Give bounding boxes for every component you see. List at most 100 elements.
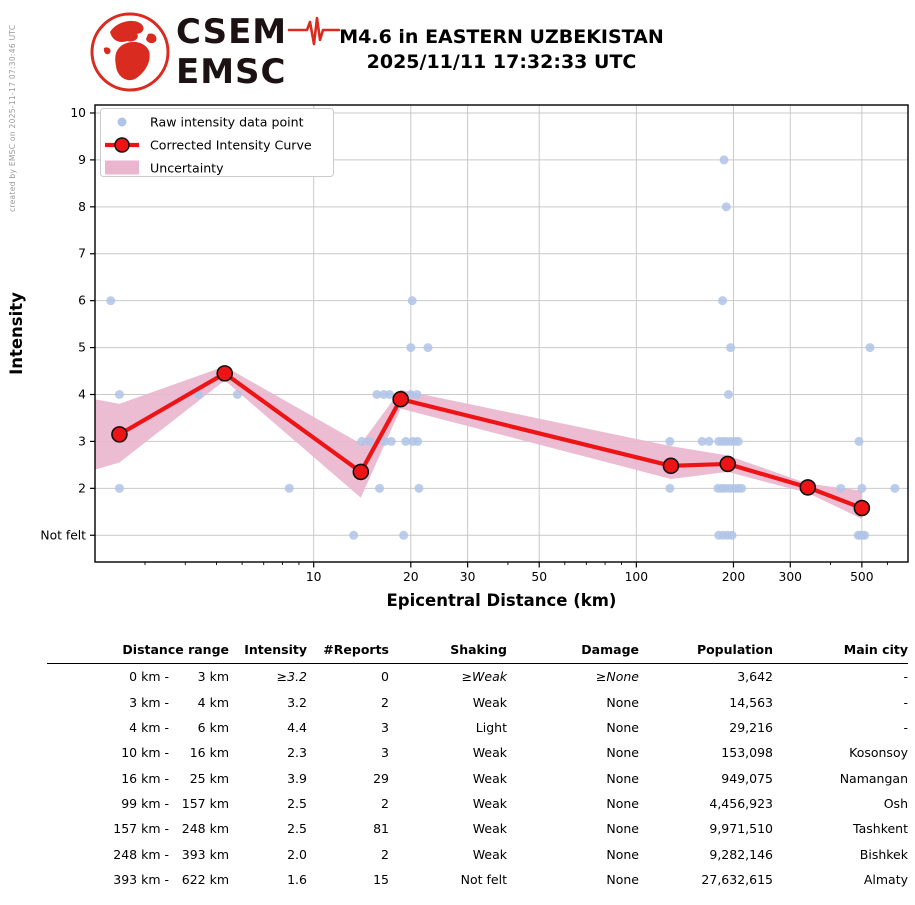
table-header-row: Distance range Intensity #Reports Shaking Da… xyxy=(47,638,908,664)
emsc-globe-icon xyxy=(90,12,170,92)
column-header-pop: Population xyxy=(639,638,773,664)
svg-text:7: 7 xyxy=(78,247,86,261)
corrected-intensity-curve xyxy=(111,365,871,517)
svg-text:8: 8 xyxy=(78,200,86,214)
intensity-distance-chart: Not felt 2 3 4 5 6 7 8 9 10 10 20 30 50 100 200 300 500 Ep… xyxy=(7,104,909,610)
cell-main-city: - xyxy=(903,669,908,685)
cell-intensity: 4.4 xyxy=(287,719,307,735)
chart-grid xyxy=(95,105,908,562)
cell-population: 29,216 xyxy=(729,719,773,735)
cell-main-city: Bishkek xyxy=(859,846,908,862)
cell-distance-range: 157 km -248 km xyxy=(113,821,229,837)
cell-damage: None xyxy=(606,745,639,761)
cell-distance-range: 10 km -16 km xyxy=(121,745,229,761)
cell-damage: None xyxy=(606,846,639,862)
column-header-int: Intensity xyxy=(229,638,307,664)
column-header-dam: Damage xyxy=(507,638,639,664)
cell-shaking: Weak xyxy=(472,694,507,710)
table-row: 248 km -393 km 2.0 2 Weak None 9,282,146 Bishk… xyxy=(47,842,908,867)
svg-text:200: 200 xyxy=(722,570,745,584)
cell-shaking: Not felt xyxy=(460,872,507,888)
cell-reports: 2 xyxy=(381,694,389,710)
cell-population: 9,282,146 xyxy=(709,846,773,862)
cell-damage: None xyxy=(606,872,639,888)
svg-text:2: 2 xyxy=(78,481,86,495)
legend-entry-label: Corrected Intensity Curve xyxy=(150,138,312,153)
cell-reports: 2 xyxy=(381,796,389,812)
column-header-shak: Shaking xyxy=(389,638,507,664)
cell-shaking: Weak xyxy=(472,796,507,812)
page-title: M4.6 in EASTERN UZBEKISTAN 2025/11/11 17… xyxy=(95,25,908,75)
cell-population: 27,632,615 xyxy=(701,872,773,888)
table-row: 3 km -4 km 3.2 2 Weak None 14,563 - xyxy=(47,689,908,714)
cell-reports: 29 xyxy=(373,770,389,786)
cell-shaking: ≥Weak xyxy=(461,669,507,685)
cell-distance-range: 393 km -622 km xyxy=(113,872,229,888)
cell-population: 3,642 xyxy=(737,669,773,685)
cell-reports: 2 xyxy=(381,846,389,862)
svg-text:3: 3 xyxy=(78,434,86,448)
svg-text:30: 30 xyxy=(460,570,476,584)
cell-distance-range: 16 km -25 km xyxy=(121,770,229,786)
cell-intensity: 1.6 xyxy=(287,872,307,888)
emsc-logo-text: CSEM EMSC xyxy=(176,12,345,92)
cell-shaking: Light xyxy=(475,719,507,735)
svg-text:9: 9 xyxy=(78,153,86,167)
plot-border xyxy=(94,104,909,563)
cell-main-city: Almaty xyxy=(863,872,908,888)
cell-distance-range: 248 km -393 km xyxy=(113,846,229,862)
cell-reports: 3 xyxy=(381,745,389,761)
cell-distance-range: 99 km -157 km xyxy=(121,796,229,812)
logo-csem-label: CSEM xyxy=(176,12,288,52)
svg-text:10: 10 xyxy=(306,570,322,584)
emsc-logo: CSEM EMSC xyxy=(88,10,345,94)
cell-shaking: Weak xyxy=(472,846,507,862)
cell-main-city: - xyxy=(903,694,908,710)
cell-main-city: - xyxy=(903,719,908,735)
y-axis-label: Intensity xyxy=(7,292,26,375)
cell-damage: ≥None xyxy=(595,669,639,685)
cell-population: 4,456,923 xyxy=(709,796,773,812)
cell-main-city: Kosonsoy xyxy=(849,745,908,761)
cell-population: 14,563 xyxy=(729,694,773,710)
cell-damage: None xyxy=(606,719,639,735)
cell-intensity: 2.5 xyxy=(287,796,307,812)
event-datetime-line: 2025/11/11 17:32:33 UTC xyxy=(366,51,637,73)
cell-main-city: Tashkent xyxy=(853,821,908,837)
table-row: 0 km -3 km ≥3.2 0 ≥Weak ≥None 3,642 - xyxy=(47,664,908,690)
cell-population: 949,075 xyxy=(721,770,773,786)
column-header-range: Distance range xyxy=(47,638,229,664)
cell-shaking: Weak xyxy=(472,821,507,837)
cell-reports: 3 xyxy=(381,719,389,735)
chart-legend: Raw intensity data point Corrected Intens… xyxy=(100,108,334,177)
cell-main-city: Osh xyxy=(883,796,908,812)
logo-emsc-label: EMSC xyxy=(176,52,287,92)
svg-text:100: 100 xyxy=(625,570,648,584)
cell-intensity: 3.2 xyxy=(287,694,307,710)
svg-text:Not felt: Not felt xyxy=(40,528,86,542)
intensity-report-table-wrap: Distance range Intensity #Reports Shaking Da… xyxy=(47,638,908,892)
cell-shaking: Weak xyxy=(472,770,507,786)
svg-text:20: 20 xyxy=(403,570,419,584)
svg-text:6: 6 xyxy=(78,294,86,308)
cell-distance-range: 4 km -6 km xyxy=(129,719,229,735)
cell-shaking: Weak xyxy=(472,745,507,761)
table-row: 10 km -16 km 2.3 3 Weak None 153,098 Kosonsoy xyxy=(47,740,908,765)
legend-entry-label: Raw intensity data point xyxy=(150,115,304,130)
cell-intensity: ≥3.2 xyxy=(276,669,307,685)
cell-damage: None xyxy=(606,694,639,710)
table-row: 157 km -248 km 2.5 81 Weak None 9,971,510 Tash… xyxy=(47,816,908,841)
cell-reports: 81 xyxy=(373,821,389,837)
cell-main-city: Namangan xyxy=(839,770,908,786)
cell-damage: None xyxy=(606,796,639,812)
raw-intensity-points xyxy=(106,155,900,540)
axes xyxy=(90,112,888,568)
legend-entry-label: Uncertainty xyxy=(150,161,224,176)
table-row: 393 km -622 km 1.6 15 Not felt None 27,632,61… xyxy=(47,867,908,892)
svg-text:4: 4 xyxy=(78,387,86,401)
cell-population: 153,098 xyxy=(721,745,773,761)
cell-distance-range: 0 km -3 km xyxy=(129,669,229,685)
table-row: 99 km -157 km 2.5 2 Weak None 4,456,923 Osh xyxy=(47,791,908,816)
cell-reports: 0 xyxy=(381,669,389,685)
cell-intensity: 2.5 xyxy=(287,821,307,837)
